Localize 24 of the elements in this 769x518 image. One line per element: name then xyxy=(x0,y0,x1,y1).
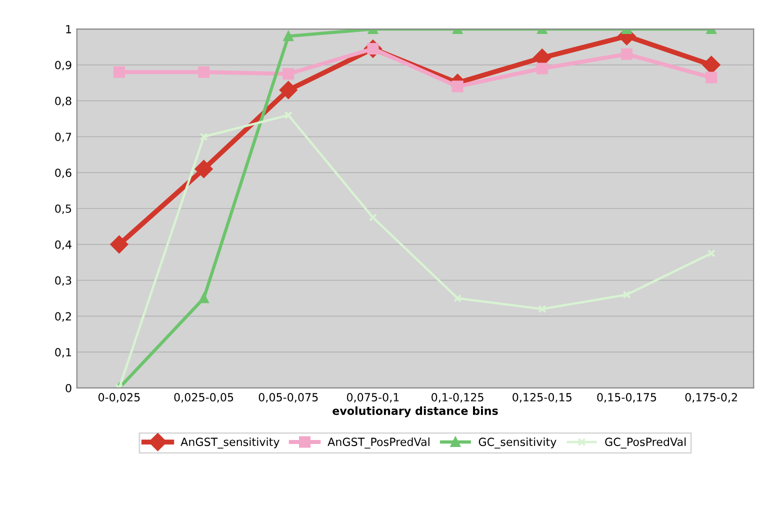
x-tick-label: 0,175-0,2 xyxy=(685,393,737,403)
x-tick-label: 0,075-0,1 xyxy=(346,393,399,403)
y-tick-label: 0,4 xyxy=(55,240,72,250)
x-tick-label: 0,15-0,175 xyxy=(597,393,656,403)
legend-label: GC_PosPredVal xyxy=(605,437,686,449)
x-axis-title: evolutionary distance bins xyxy=(332,406,498,418)
y-tick-label: 0,1 xyxy=(55,348,72,358)
y-tick-label: 0,7 xyxy=(55,132,72,142)
y-tick-label: 0,2 xyxy=(55,312,71,322)
legend-label: AnGST_PosPredVal xyxy=(328,437,430,449)
legend-label: AnGST_sensitivity xyxy=(180,437,280,449)
x-tick-label: 0-0,025 xyxy=(98,393,140,403)
y-tick-label: 0,3 xyxy=(55,276,72,286)
y-tick-label: 0,9 xyxy=(55,60,72,70)
y-tick-label: 1 xyxy=(66,25,72,34)
x-tick-label: 0,05-0,075 xyxy=(258,393,318,403)
y-tick-label: 0,5 xyxy=(55,204,72,214)
x-tick-label: 0,025-0,05 xyxy=(174,393,234,403)
y-tick-label: 0,6 xyxy=(55,168,72,178)
y-tick-label: 0 xyxy=(66,384,72,392)
x-tick-label: 0,1-0,125 xyxy=(432,393,484,403)
legend-label: GC_sensitivity xyxy=(478,437,556,449)
x-tick-label: 0,125-0,15 xyxy=(512,393,572,403)
y-tick-label: 0,8 xyxy=(55,96,72,106)
